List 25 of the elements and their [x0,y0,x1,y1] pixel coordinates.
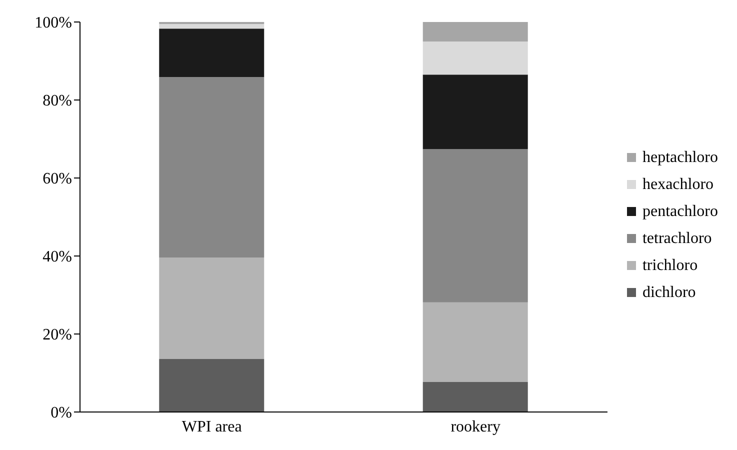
bar [422,382,528,412]
bar [422,42,528,75]
legend-label: heptachloro [642,148,718,166]
x-tick-label: rookery [450,418,500,436]
y-tick-label: 80% [42,92,72,110]
legend-label: trichloro [642,256,698,274]
legend-label: dichloro [642,284,696,302]
bar [422,74,528,150]
legend-label: tetrachloro [642,230,712,248]
y-tick-label: 20% [42,326,72,344]
bar [422,302,528,382]
bar [159,358,264,412]
legend-label: pentachloro [642,202,718,220]
bar [422,149,528,302]
legend-label: hexachloro [642,176,714,194]
bar [159,28,264,77]
bar [159,258,264,359]
bar [159,24,264,29]
x-tick-label: WPI area [182,418,242,436]
y-tick-label: 40% [42,248,72,266]
y-tick-label: 60% [42,170,72,188]
bar [422,22,528,42]
y-tick-label: 0% [50,404,72,422]
bar [159,76,264,258]
y-tick-label: 100% [34,14,72,32]
